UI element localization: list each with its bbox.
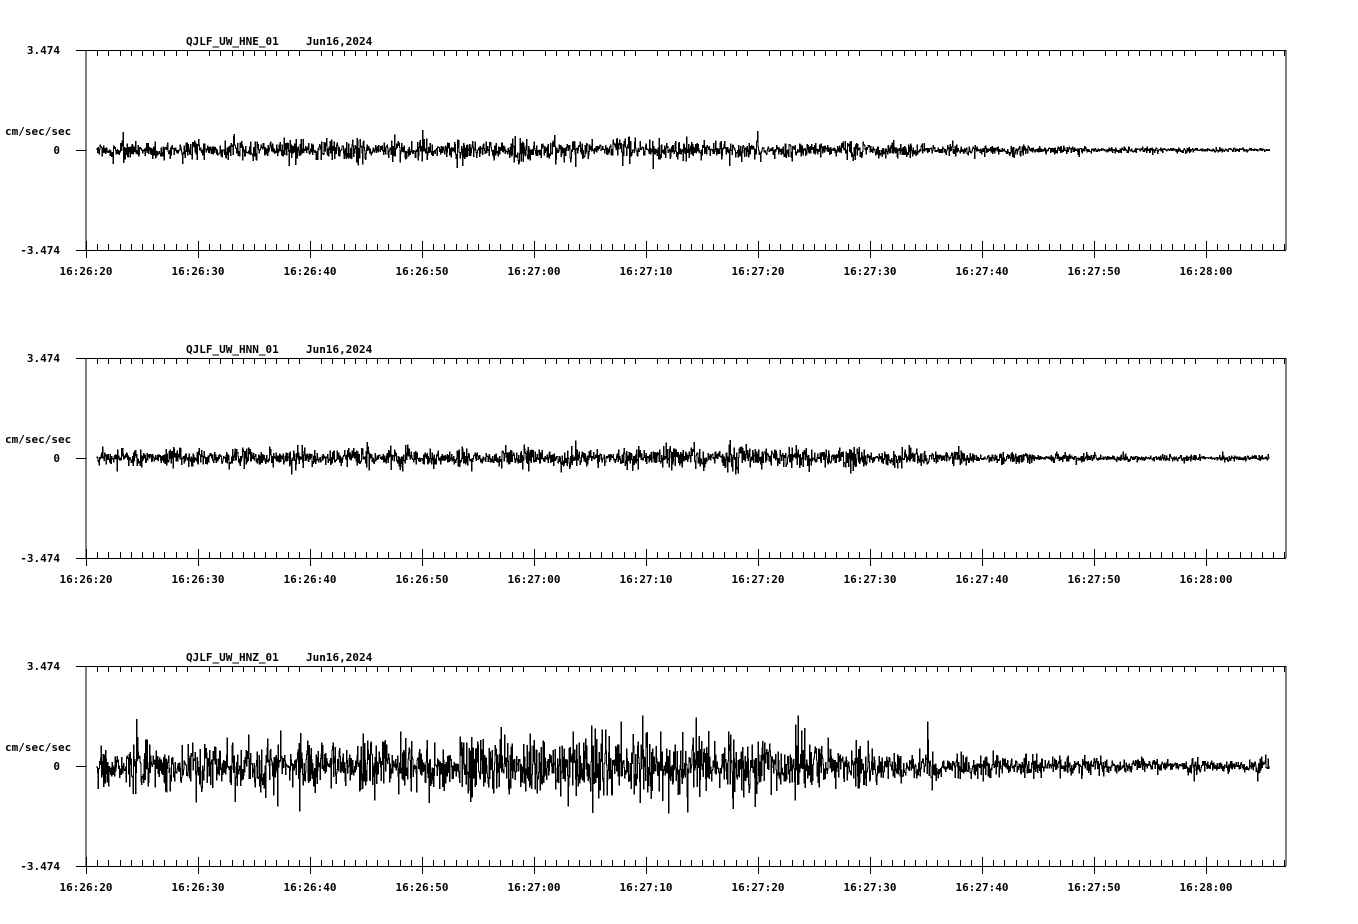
y-max-label: 3.474: [27, 44, 60, 57]
x-tick-label: 16:26:20: [60, 573, 113, 586]
x-tick-label: 16:27:50: [1068, 573, 1121, 586]
x-tick-label: 16:27:20: [732, 573, 785, 586]
x-tick-label: 16:26:50: [396, 881, 449, 894]
x-tick-label: 16:26:30: [172, 265, 225, 278]
x-tick-label: 16:28:00: [1180, 265, 1233, 278]
x-tick-label: 16:27:20: [732, 265, 785, 278]
recording-date: Jun16,2024: [306, 35, 373, 48]
x-tick-label: 16:26:40: [284, 881, 337, 894]
seismogram-panel-hne: QJLF_UW_HNE_01 Jun16,2024 3.474 0 -3.474 cm/s…: [5, 35, 1287, 278]
y-max-label: 3.474: [27, 660, 60, 673]
x-tick-label: 16:26:30: [172, 881, 225, 894]
x-tick-label: 16:27:40: [956, 265, 1009, 278]
x-tick-label: 16:27:40: [956, 573, 1009, 586]
x-tick-label: 16:27:30: [844, 265, 897, 278]
x-tick-label: 16:27:20: [732, 881, 785, 894]
axis-ticks: [86, 50, 1285, 258]
channel-title: QJLF_UW_HNE_01: [186, 35, 279, 48]
x-tick-label: 16:27:10: [620, 573, 673, 586]
x-tick-label: 16:26:50: [396, 573, 449, 586]
seismogram-panel-hnn: QJLF_UW_HNN_01 Jun16,2024 3.474 0 -3.474 cm/s…: [5, 343, 1287, 586]
y-zero-label: 0: [53, 452, 60, 465]
x-tick-label: 16:26:20: [60, 265, 113, 278]
x-tick-label: 16:26:50: [396, 265, 449, 278]
channel-title: QJLF_UW_HNN_01: [186, 343, 279, 356]
waveform-trace: [96, 440, 1270, 475]
y-min-label: -3.474: [20, 552, 60, 565]
axis-ticks: [86, 666, 1285, 874]
y-max-label: 3.474: [27, 352, 60, 365]
x-tick-label: 16:28:00: [1180, 881, 1233, 894]
x-tick-label: 16:27:00: [508, 573, 561, 586]
x-tick-label: 16:27:10: [620, 265, 673, 278]
x-tick-label: 16:26:40: [284, 265, 337, 278]
x-tick-label: 16:27:30: [844, 573, 897, 586]
y-min-label: -3.474: [20, 860, 60, 873]
x-tick-label: 16:27:30: [844, 881, 897, 894]
x-tick-label: 16:27:10: [620, 881, 673, 894]
channel-title: QJLF_UW_HNZ_01: [186, 651, 279, 664]
y-zero-label: 0: [53, 760, 60, 773]
x-tick-label: 16:26:20: [60, 881, 113, 894]
x-tick-label: 16:27:00: [508, 881, 561, 894]
waveform-trace: [96, 715, 1270, 814]
axis-ticks: [86, 358, 1285, 566]
y-zero-label: 0: [53, 144, 60, 157]
x-tick-label: 16:27:40: [956, 881, 1009, 894]
x-tick-label: 16:28:00: [1180, 573, 1233, 586]
x-tick-label: 16:26:30: [172, 573, 225, 586]
x-tick-label: 16:27:50: [1068, 881, 1121, 894]
y-axis-unit-label: cm/sec/sec: [5, 433, 71, 446]
x-tick-label: 16:26:40: [284, 573, 337, 586]
waveform-trace: [96, 129, 1270, 169]
seismogram-panel-hnz: QJLF_UW_HNZ_01 Jun16,2024 3.474 0 -3.474 cm/s…: [5, 651, 1287, 894]
x-tick-label: 16:27:00: [508, 265, 561, 278]
x-tick-label: 16:27:50: [1068, 265, 1121, 278]
recording-date: Jun16,2024: [306, 651, 373, 664]
y-axis-unit-label: cm/sec/sec: [5, 741, 71, 754]
recording-date: Jun16,2024: [306, 343, 373, 356]
y-axis-unit-label: cm/sec/sec: [5, 125, 71, 138]
y-min-label: -3.474: [20, 244, 60, 257]
